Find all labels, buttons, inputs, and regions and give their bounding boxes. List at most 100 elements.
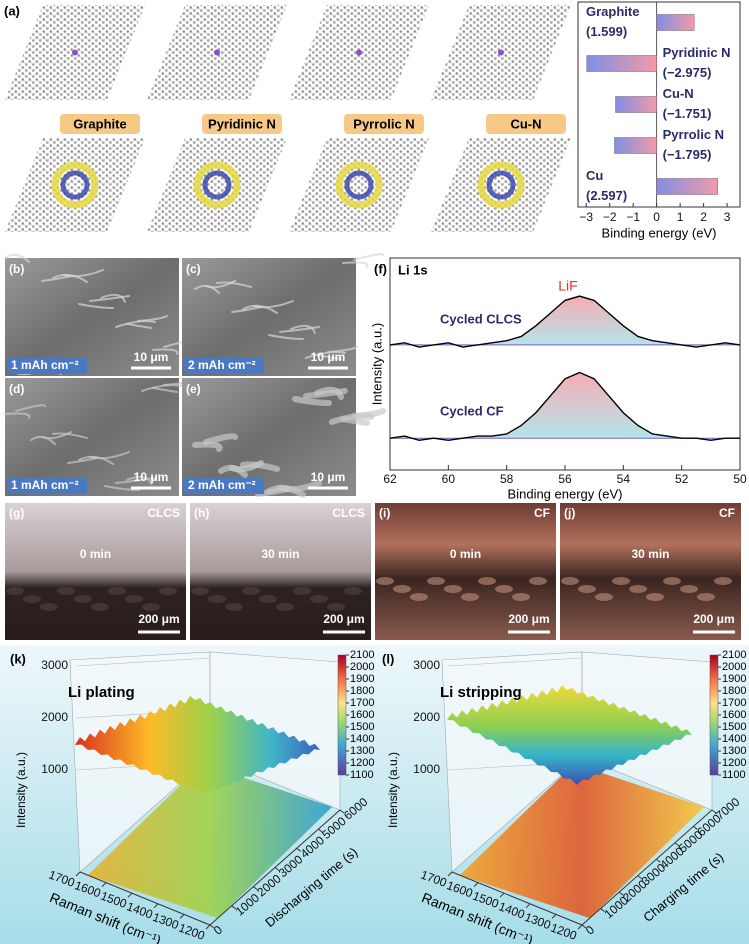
surface xyxy=(447,685,692,785)
structure-label-box xyxy=(202,114,282,134)
sem-texture xyxy=(303,388,348,399)
tick-mark xyxy=(339,809,345,814)
x-tick-label: 2 xyxy=(700,210,707,224)
capacity-box xyxy=(7,478,87,494)
sem-texture xyxy=(192,441,223,452)
sem-texture xyxy=(290,324,316,334)
category-label: Cu xyxy=(586,168,603,183)
tick-mark xyxy=(274,867,280,871)
time-label: 30 min xyxy=(631,547,669,561)
colorbar-tick-label: 1400 xyxy=(722,733,746,745)
colorbar-tick-label: 1200 xyxy=(722,757,746,769)
capacity-label: 2 mAh cm⁻² xyxy=(188,358,256,372)
x-axis-label: Binding energy (eV) xyxy=(508,486,623,501)
chart-title: Li plating xyxy=(68,684,135,701)
sem-texture xyxy=(240,461,280,472)
optical-texture xyxy=(344,587,362,595)
x-tick-label: 3 xyxy=(724,210,731,224)
tick-mark xyxy=(637,875,643,880)
sem-texture xyxy=(4,412,31,419)
spectrum-line xyxy=(389,295,741,348)
sem-texture xyxy=(63,269,104,278)
axis-line xyxy=(581,809,713,926)
tick-mark xyxy=(499,892,505,898)
chart-title: Li stripping xyxy=(440,684,522,701)
sem-texture xyxy=(203,433,238,445)
optical-texture xyxy=(444,585,462,593)
sem-image xyxy=(5,258,179,376)
capacity-box xyxy=(184,478,264,494)
tick-mark xyxy=(674,842,680,847)
dopant-atom xyxy=(72,49,78,56)
optical-texture xyxy=(612,577,630,585)
optical-texture xyxy=(327,603,345,611)
structure-label: Pyrrolic N xyxy=(353,116,414,131)
optical-texture xyxy=(40,603,58,611)
axis-line xyxy=(451,871,583,926)
sem-texture xyxy=(100,293,126,303)
sample-label: CLCS xyxy=(332,506,365,520)
colorbar-tick-label: 2100 xyxy=(350,649,374,661)
category-label: Cu-N xyxy=(663,86,694,101)
x-tick-label: 62 xyxy=(383,472,397,486)
tick-mark xyxy=(577,924,583,930)
sem-texture xyxy=(152,348,179,355)
colorbar-tick-label: 1200 xyxy=(350,757,374,769)
tick-mark xyxy=(655,858,661,863)
colorbar-tick-label: 1600 xyxy=(350,709,374,721)
tick-mark xyxy=(127,892,133,898)
panel-label: (e) xyxy=(186,382,201,396)
colorbar-tick-label: 1900 xyxy=(350,673,374,685)
sem-texture xyxy=(137,315,168,322)
optical-texture xyxy=(697,593,715,601)
lattice xyxy=(147,138,287,232)
x-tick-label: 1 xyxy=(677,210,684,224)
optical-texture xyxy=(376,577,394,585)
colorbar-tick-label: 1400 xyxy=(350,733,374,745)
value-label: (1.599) xyxy=(586,24,627,39)
colorbar-tick-label: 1800 xyxy=(722,685,746,697)
structure-label: Cu-N xyxy=(510,116,541,131)
colorbar-tick-label: 2000 xyxy=(350,661,374,673)
time-label: 0 min xyxy=(80,547,111,561)
optical-texture xyxy=(310,595,328,603)
tick-mark xyxy=(473,882,479,887)
sem-texture xyxy=(126,475,152,485)
dopant-atom xyxy=(214,49,220,56)
axis-line xyxy=(209,809,341,926)
category-label: Pyrrolic N xyxy=(663,127,724,142)
z-tick-label: 1000 xyxy=(41,762,68,776)
tick-mark xyxy=(600,908,605,912)
optical-image xyxy=(5,503,186,640)
colorbar-tick-label: 1900 xyxy=(722,673,746,685)
optical-texture xyxy=(529,577,547,585)
x-tick-label: 54 xyxy=(617,472,631,486)
optical-texture xyxy=(427,577,445,585)
scale-label: 10 μm xyxy=(134,470,169,484)
charge-density xyxy=(193,161,241,209)
sem-texture xyxy=(327,346,358,353)
tick-mark xyxy=(296,847,301,852)
optical-texture xyxy=(561,577,579,585)
x-tick-label: 0 xyxy=(653,210,660,224)
sem-texture xyxy=(279,326,320,333)
lattice xyxy=(289,138,429,232)
optical-texture xyxy=(225,603,243,611)
sem-texture xyxy=(340,416,370,426)
optical-texture xyxy=(74,595,92,603)
colorbar-tick-label: 1500 xyxy=(350,721,374,733)
optical-texture xyxy=(142,603,160,611)
scale-label: 200 μm xyxy=(508,612,549,626)
sem-texture xyxy=(115,477,156,484)
tick-mark xyxy=(209,924,215,929)
charge-density xyxy=(335,161,383,209)
colorbar-tick-label: 1600 xyxy=(722,709,746,721)
peak-fill xyxy=(390,296,740,348)
tick-mark xyxy=(179,914,185,919)
structure-label-box xyxy=(486,114,566,134)
tick-mark xyxy=(525,903,531,909)
panel-label: (d) xyxy=(9,382,24,396)
charge-density xyxy=(51,161,99,209)
sem-texture xyxy=(89,295,130,302)
optical-image xyxy=(375,503,556,640)
